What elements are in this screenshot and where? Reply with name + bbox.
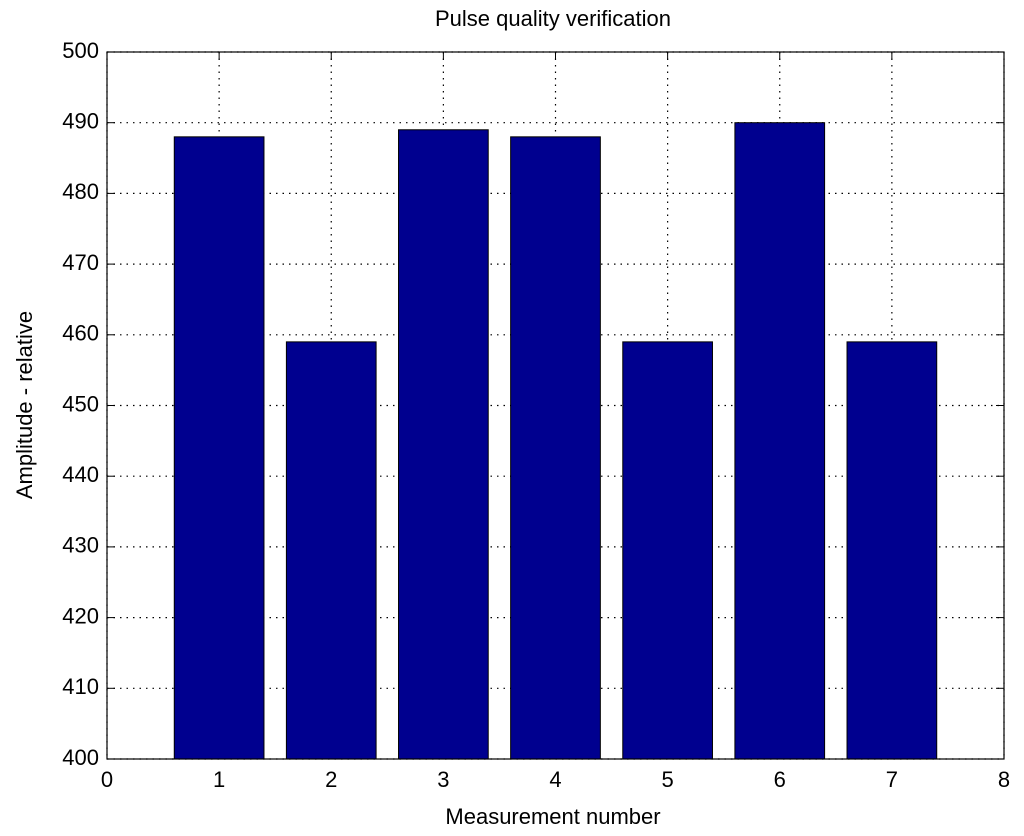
y-tick-label: 470 <box>62 250 99 275</box>
bar <box>622 341 713 760</box>
x-tick-label: 4 <box>549 767 561 792</box>
bar <box>285 341 377 760</box>
bar <box>734 122 826 760</box>
x-tick-label: 5 <box>662 767 674 792</box>
x-tick-label: 6 <box>774 767 786 792</box>
x-tick-label: 2 <box>325 767 337 792</box>
bar <box>510 136 601 760</box>
y-tick-label: 400 <box>62 745 99 770</box>
x-tick-label: 7 <box>886 767 898 792</box>
y-tick-label: 440 <box>62 462 99 487</box>
y-tick-label: 490 <box>62 109 99 134</box>
y-tick-label: 420 <box>62 603 99 628</box>
bar <box>846 341 938 760</box>
y-tick-label: 450 <box>62 391 99 416</box>
plot-frame <box>106 51 1005 760</box>
bar <box>173 136 265 760</box>
y-tick-label: 460 <box>62 321 99 346</box>
x-axis-label: Measurement number <box>445 804 660 829</box>
y-tick-label: 410 <box>62 674 99 699</box>
y-tick-label: 430 <box>62 533 99 558</box>
y-tick-label: 480 <box>62 179 99 204</box>
x-tick-label: 3 <box>437 767 449 792</box>
chart-title: Pulse quality verification <box>435 6 671 31</box>
x-tick-label: 0 <box>101 767 113 792</box>
x-tick-label: 8 <box>998 767 1010 792</box>
y-tick-label: 500 <box>62 38 99 63</box>
x-tick-label: 1 <box>213 767 225 792</box>
y-axis-label: Amplitude - relative <box>12 311 37 499</box>
bar <box>398 129 489 760</box>
